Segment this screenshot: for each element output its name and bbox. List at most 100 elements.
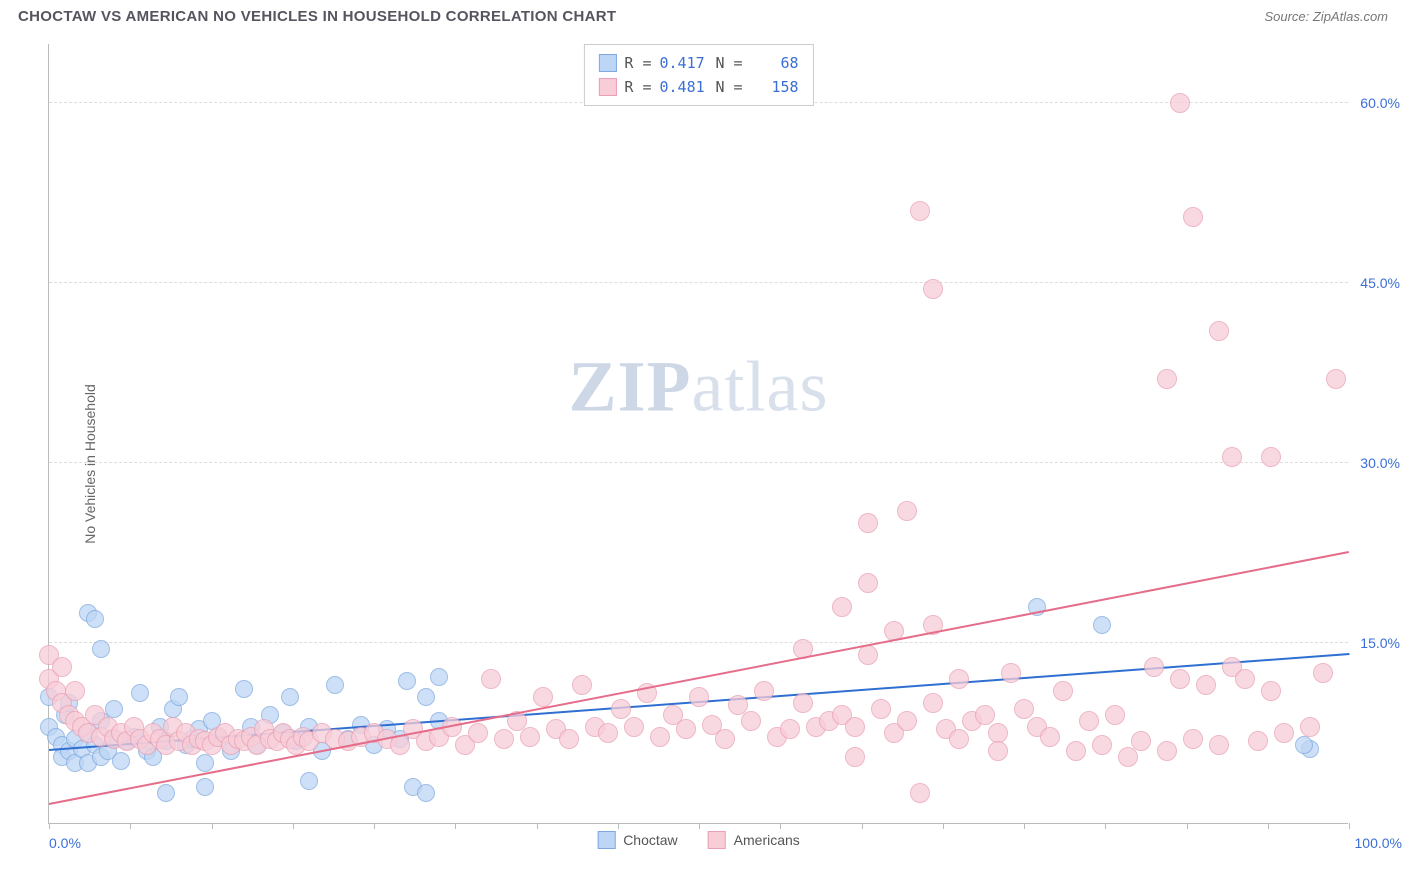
scatter-point <box>1092 735 1112 755</box>
scatter-point <box>741 711 761 731</box>
x-tick <box>1105 823 1106 829</box>
chart-header: CHOCTAW VS AMERICAN NO VEHICLES IN HOUSE… <box>0 0 1406 29</box>
legend-r-label: R = <box>624 51 651 75</box>
x-tick <box>1268 823 1269 829</box>
x-tick <box>943 823 944 829</box>
scatter-point <box>910 783 930 803</box>
scatter-point <box>858 645 878 665</box>
scatter-point <box>1222 447 1242 467</box>
scatter-point <box>598 723 618 743</box>
legend-row: R =0.481N =158 <box>598 75 798 99</box>
scatter-point <box>715 729 735 749</box>
x-tick <box>1024 823 1025 829</box>
scatter-point <box>131 684 149 702</box>
y-tick-label: 30.0% <box>1360 455 1400 471</box>
scatter-point <box>650 727 670 747</box>
gridline-h <box>49 462 1348 463</box>
series-legend: Choctaw Americans <box>597 831 800 849</box>
scatter-point <box>858 573 878 593</box>
x-tick <box>780 823 781 829</box>
scatter-point <box>611 699 631 719</box>
watermark: ZIPatlas <box>569 345 829 428</box>
scatter-point <box>1040 727 1060 747</box>
y-tick-label: 15.0% <box>1360 635 1400 651</box>
scatter-point <box>897 501 917 521</box>
x-max-label: 100.0% <box>1355 835 1402 851</box>
scatter-point <box>533 687 553 707</box>
scatter-point <box>754 681 774 701</box>
scatter-point <box>196 778 214 796</box>
scatter-point <box>975 705 995 725</box>
scatter-point <box>1261 681 1281 701</box>
scatter-point <box>949 729 969 749</box>
scatter-point <box>793 693 813 713</box>
x-tick <box>618 823 619 829</box>
legend-r-label: R = <box>624 75 651 99</box>
legend-item: Choctaw <box>597 831 677 849</box>
scatter-point <box>92 640 110 658</box>
legend-swatch <box>708 831 726 849</box>
scatter-point <box>871 699 891 719</box>
chart-title: CHOCTAW VS AMERICAN NO VEHICLES IN HOUSE… <box>18 8 616 25</box>
x-tick <box>537 823 538 829</box>
scatter-point <box>923 693 943 713</box>
scatter-point <box>1209 735 1229 755</box>
legend-item-label: Americans <box>734 832 800 848</box>
scatter-point <box>1079 711 1099 731</box>
x-tick <box>374 823 375 829</box>
scatter-point <box>897 711 917 731</box>
scatter-point <box>398 672 416 690</box>
scatter-point <box>1105 705 1125 725</box>
scatter-point <box>572 675 592 695</box>
scatter-point <box>520 727 540 747</box>
scatter-point <box>780 719 800 739</box>
scatter-point <box>65 681 85 701</box>
scatter-point <box>1235 669 1255 689</box>
scatter-point <box>170 688 188 706</box>
scatter-point <box>559 729 579 749</box>
scatter-point <box>949 669 969 689</box>
source-attribution: Source: ZipAtlas.com <box>1264 9 1388 24</box>
scatter-point <box>1014 699 1034 719</box>
x-tick <box>1349 823 1350 829</box>
scatter-point <box>300 772 318 790</box>
legend-row: R = 0.417 N = 68 <box>598 51 798 75</box>
scatter-point <box>1157 741 1177 761</box>
scatter-point <box>1209 321 1229 341</box>
legend-n-label: N = <box>716 51 743 75</box>
gridline-h <box>49 642 1348 643</box>
scatter-point <box>105 700 123 718</box>
legend-swatch <box>598 54 616 72</box>
legend-swatch <box>597 831 615 849</box>
scatter-point <box>468 723 488 743</box>
scatter-point <box>689 687 709 707</box>
scatter-point <box>1001 663 1021 683</box>
scatter-point <box>1053 681 1073 701</box>
x-tick <box>130 823 131 829</box>
scatter-point <box>494 729 514 749</box>
trend-line <box>49 551 1349 805</box>
scatter-point <box>326 676 344 694</box>
chart-container: No Vehicles in Household ZIPatlas 15.0%3… <box>0 36 1406 892</box>
scatter-point <box>281 688 299 706</box>
legend-r-value: 0.481 <box>660 75 708 99</box>
scatter-point <box>923 279 943 299</box>
scatter-point <box>1295 736 1313 754</box>
scatter-point <box>676 719 696 739</box>
scatter-point <box>832 597 852 617</box>
x-tick <box>49 823 50 829</box>
x-min-label: 0.0% <box>49 835 81 851</box>
legend-swatch <box>598 78 616 96</box>
gridline-h <box>49 282 1348 283</box>
legend-r-value: 0.417 <box>660 51 708 75</box>
scatter-point <box>988 723 1008 743</box>
scatter-point <box>1144 657 1164 677</box>
scatter-point <box>1313 663 1333 683</box>
scatter-point <box>112 752 130 770</box>
legend-n-value: 68 <box>751 51 799 75</box>
scatter-point <box>910 201 930 221</box>
scatter-point <box>430 668 448 686</box>
scatter-point <box>52 657 72 677</box>
scatter-point <box>1157 369 1177 389</box>
x-tick <box>212 823 213 829</box>
